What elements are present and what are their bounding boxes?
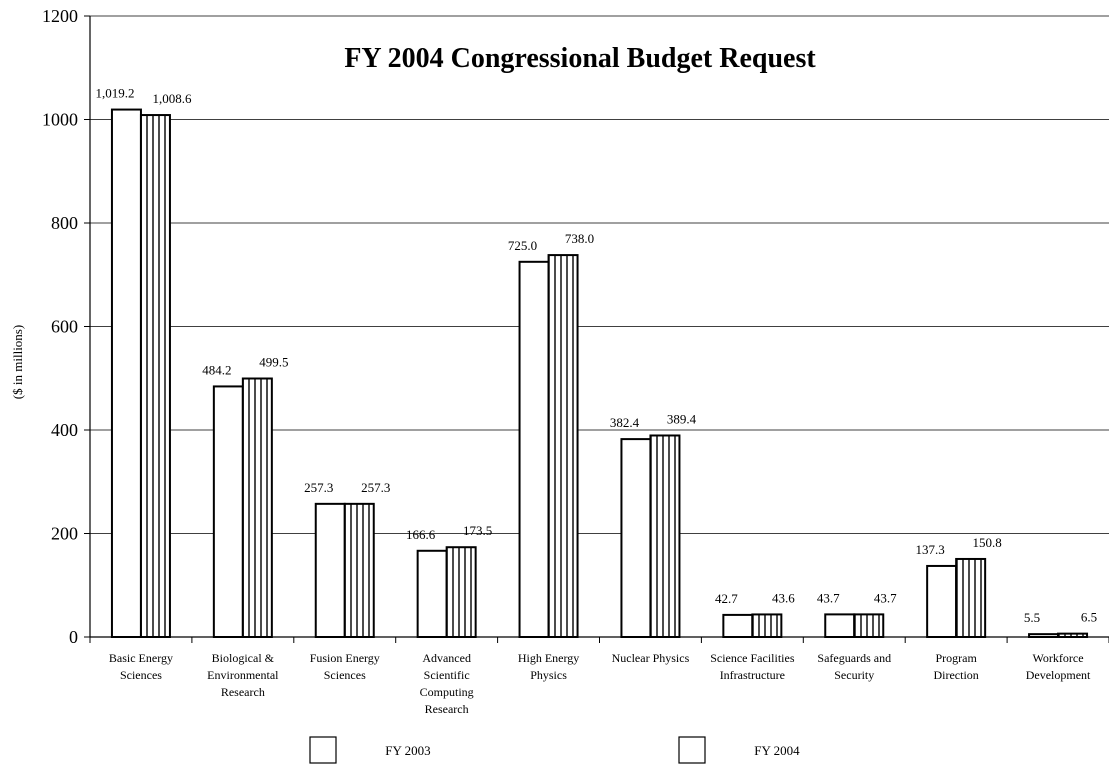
data-label: 389.4: [667, 411, 697, 426]
x-category-label: Biological & Environmental Research: [207, 651, 279, 699]
axes: 0 200 400 600 800 1000 1200 Basic Energy Science…: [42, 6, 1109, 716]
legend-label-fy2003: FY 2003: [385, 743, 430, 758]
bar-fy2004: [343, 502, 375, 639]
bar-fy2003: [722, 613, 754, 639]
bar-fy2003: [416, 549, 448, 638]
y-tick-label: 400: [51, 420, 78, 440]
data-label: 5.5: [1024, 610, 1040, 625]
bar-fy2004: [649, 434, 681, 638]
x-category-label: Nuclear Physics: [612, 651, 690, 665]
data-label: 1,008.6: [152, 91, 192, 106]
bar-fy2004: [751, 613, 783, 639]
data-label: 257.3: [304, 480, 333, 495]
legend-swatch-fy2004: [678, 736, 706, 764]
x-category-label: Program Direction: [933, 651, 978, 682]
data-label: 382.4: [610, 415, 640, 430]
data-label: 725.0: [508, 238, 537, 253]
bar-fy2004: [547, 254, 579, 639]
bar-fy2004: [139, 114, 171, 638]
data-label: 484.2: [202, 362, 231, 377]
bars: [110, 108, 1089, 639]
y-tick-label: 1200: [42, 6, 78, 26]
data-label: 499.5: [259, 355, 288, 370]
data-label: 6.5: [1081, 610, 1097, 625]
bar-fy2003: [824, 613, 856, 639]
bar-fy2004: [445, 546, 477, 638]
data-label: 738.0: [565, 231, 594, 246]
data-label: 42.7: [715, 591, 738, 606]
data-label: 43.6: [772, 590, 795, 605]
data-label: 137.3: [916, 542, 945, 557]
x-category-label: Safeguards and Security: [817, 651, 891, 682]
x-category-label: Workforce Development: [1026, 651, 1091, 682]
x-category-label: Science Facilities Infrastructure: [710, 651, 795, 682]
bar-fy2003: [620, 438, 652, 638]
y-axis-title: ($ in millions): [10, 325, 25, 399]
legend-label-fy2004: FY 2004: [754, 743, 800, 758]
data-label: 43.7: [817, 590, 840, 605]
y-tick-label: 1000: [42, 110, 78, 130]
bar-fy2003: [314, 502, 346, 639]
data-label: 150.8: [973, 535, 1002, 550]
x-category-label: High Energy Physics: [518, 651, 579, 682]
bar-fy2003: [212, 385, 244, 639]
data-label: 1,019.2: [95, 86, 134, 101]
bar-fy2003: [926, 564, 958, 639]
y-tick-label: 200: [51, 524, 78, 544]
x-category-label: Advanced Scientific Computing Research: [420, 651, 474, 716]
legend-swatch-fy2003: [309, 736, 337, 764]
data-label: 166.6: [406, 527, 436, 542]
bar-fy2004: [241, 377, 273, 638]
bar-fy2003: [110, 108, 142, 638]
bar-fy2004: [955, 557, 987, 638]
legend: FY 2003 FY 2004: [309, 736, 800, 764]
data-labels: 1,019.2 484.2 257.3 166.6 725.0 382.4 42.7 43.7…: [95, 86, 1097, 626]
bar-fy2003: [518, 260, 550, 638]
y-tick-label: 800: [51, 213, 78, 233]
chart-title: FY 2004 Congressional Budget Request: [344, 43, 816, 74]
data-label: 173.5: [463, 523, 492, 538]
x-category-label: Basic Energy Sciences: [109, 651, 173, 682]
data-label: 43.7: [874, 590, 897, 605]
y-tick-label: 600: [51, 317, 78, 337]
x-category-label: Fusion Energy Sciences: [310, 651, 380, 682]
bar-fy2004: [853, 613, 885, 639]
y-tick-label: 0: [69, 627, 78, 647]
data-label: 257.3: [361, 480, 390, 495]
